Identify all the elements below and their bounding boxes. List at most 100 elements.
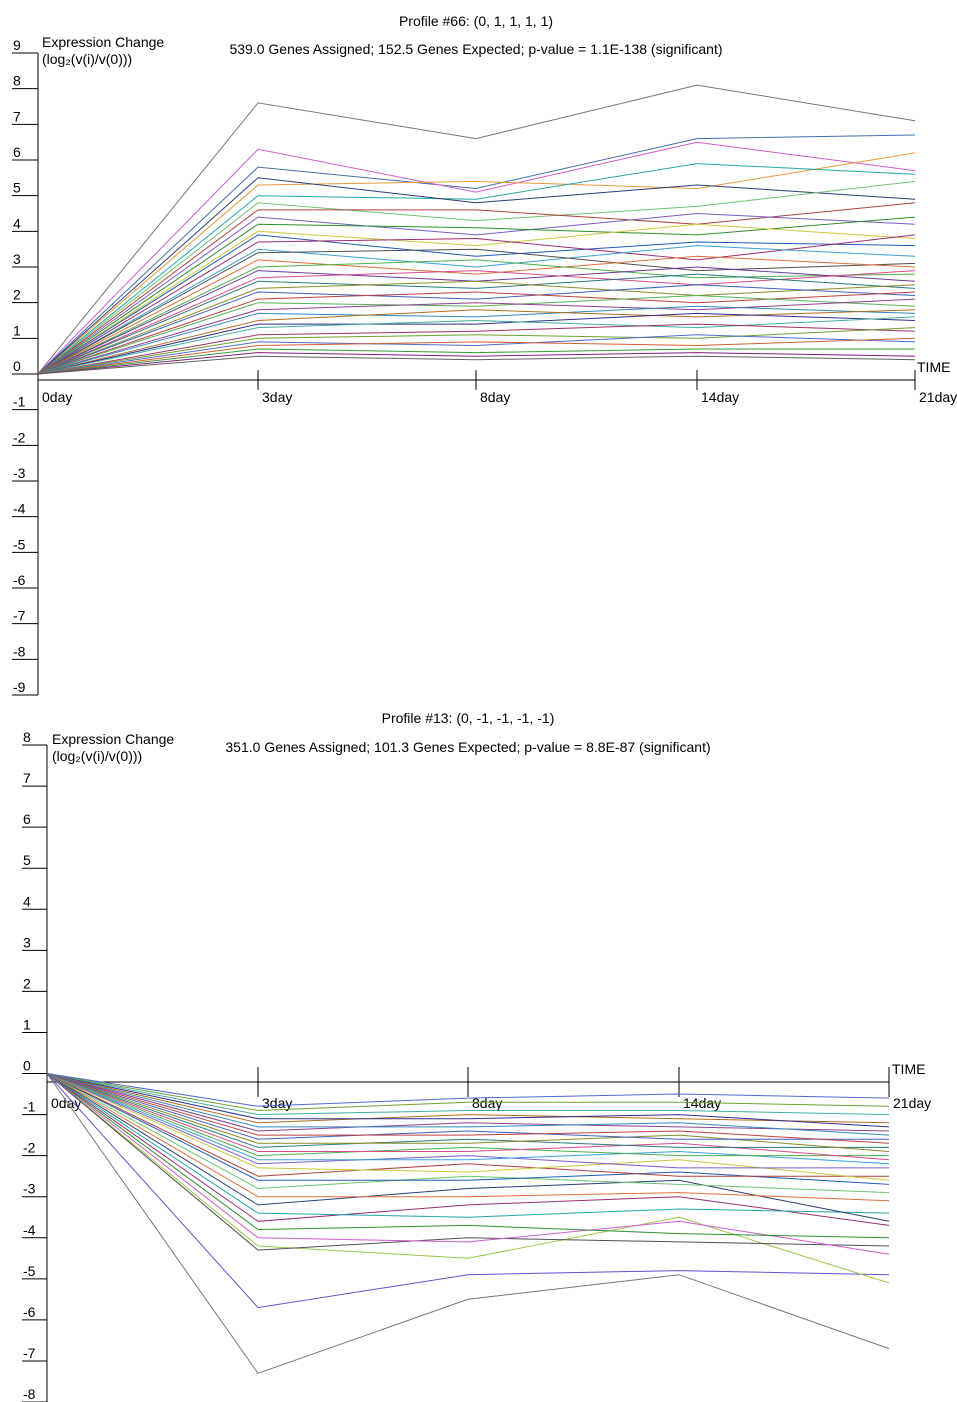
- series-line: [37, 348, 915, 375]
- series-line: [37, 270, 916, 375]
- series-line: [46, 1073, 890, 1251]
- series-line: [37, 163, 916, 375]
- y-tick-label: 4: [23, 893, 31, 909]
- y-axis-label-sub: (log₂(v(i)/v(0))): [42, 51, 132, 67]
- series-line: [46, 1073, 890, 1226]
- x-axis-label: TIME: [917, 359, 950, 375]
- series-line: [37, 234, 916, 375]
- series-line: [37, 305, 916, 375]
- series-line: [37, 248, 916, 375]
- series-line: [46, 1073, 890, 1218]
- chart-title: Profile #13: (0, -1, -1, -1, -1): [382, 710, 555, 726]
- chart-title: Profile #66: (0, 1, 1, 1, 1): [399, 13, 553, 29]
- y-tick-label: -6: [13, 572, 26, 588]
- y-axis-label: Expression Change: [42, 34, 164, 50]
- series-line: [46, 1073, 890, 1136]
- y-tick-label: 9: [13, 37, 21, 53]
- x-tick-label: 21day: [893, 1095, 931, 1111]
- series-line: [37, 298, 916, 375]
- series-line: [46, 1073, 890, 1152]
- series-line: [37, 152, 916, 375]
- series-line: [37, 84, 916, 375]
- y-tick-label: -2: [13, 429, 26, 445]
- series-line: [46, 1073, 890, 1107]
- series-line: [46, 1073, 889, 1169]
- x-tick-label: 14day: [701, 389, 739, 405]
- y-ticks: -9 -8 -7 -6 -5 -4 -3 -2 -1 0 1 2 3 4 5 6 7 8 9: [12, 37, 39, 696]
- y-tick-label: 6: [23, 811, 31, 827]
- series-line: [46, 1073, 890, 1284]
- series-line: [46, 1073, 890, 1124]
- series-line: [37, 273, 916, 375]
- y-tick-label: -7: [13, 608, 26, 624]
- y-tick-label: 7: [13, 108, 21, 124]
- series-line: [37, 223, 916, 375]
- y-tick-label: -8: [23, 1386, 36, 1402]
- series-line: [46, 1073, 890, 1128]
- y-tick-label: -9: [13, 679, 26, 695]
- series-line: [46, 1073, 890, 1194]
- series-line: [37, 337, 916, 375]
- y-tick-label: 0: [23, 1058, 31, 1074]
- y-tick-label: -4: [23, 1222, 36, 1238]
- y-tick-label: -5: [23, 1263, 36, 1279]
- series-group: [37, 84, 916, 375]
- x-tick-label: 0day: [42, 389, 72, 405]
- profile-66-chart: Profile #66: (0, 1, 1, 1, 1) 539.0 Genes…: [12, 13, 957, 696]
- y-tick-label: -3: [13, 465, 26, 481]
- y-tick-label: 3: [23, 934, 31, 950]
- x-tick-label: 0day: [51, 1095, 81, 1111]
- series-line: [46, 1073, 890, 1116]
- series-line: [46, 1073, 889, 1148]
- series-line: [37, 352, 916, 375]
- series-line: [37, 355, 916, 375]
- series-line: [37, 180, 916, 375]
- series-line: [37, 334, 916, 375]
- y-tick-label: 3: [13, 251, 21, 267]
- y-tick-label: 2: [23, 975, 31, 991]
- y-tick-label: 8: [13, 73, 21, 89]
- series-line: [37, 134, 916, 375]
- series-line: [46, 1073, 889, 1140]
- y-ticks: -8 -7 -6 -5 -4 -3 -2 -1 0 1 2 3 4 5 6 7 8: [22, 729, 48, 1402]
- series-line: [46, 1073, 890, 1255]
- y-tick-label: -1: [23, 1099, 36, 1115]
- series-line: [37, 280, 916, 375]
- y-axis-label-sub: (log₂(v(i)/v(0))): [52, 748, 142, 764]
- x-tick-label: 21day: [919, 389, 957, 405]
- x-axis: 0day 3day 8day 14day 21day: [38, 370, 957, 405]
- y-tick-label: -6: [23, 1304, 36, 1320]
- series-line: [37, 312, 916, 375]
- x-tick-label: 8day: [472, 1095, 502, 1111]
- y-tick-label: 1: [23, 1016, 31, 1032]
- series-line: [46, 1073, 890, 1112]
- y-tick-label: 8: [23, 729, 31, 745]
- chart-subtitle: 539.0 Genes Assigned; 152.5 Genes Expect…: [229, 41, 722, 57]
- series-line: [46, 1073, 890, 1161]
- series-group: [46, 1073, 890, 1374]
- series-line: [46, 1073, 890, 1202]
- y-tick-label: -7: [23, 1345, 36, 1361]
- series-line: [46, 1073, 890, 1144]
- series-line: [37, 234, 916, 375]
- y-tick-label: -8: [13, 643, 26, 659]
- series-line: [46, 1073, 889, 1157]
- y-tick-label: 4: [13, 215, 21, 231]
- y-tick-label: -4: [13, 501, 26, 517]
- y-tick-label: -5: [13, 536, 26, 552]
- y-tick-label: 0: [13, 358, 21, 374]
- series-line: [37, 294, 916, 375]
- y-tick-label: -3: [23, 1181, 36, 1197]
- series-line: [46, 1073, 890, 1239]
- y-tick-label: 5: [13, 180, 21, 196]
- y-tick-label: 6: [13, 144, 21, 160]
- y-tick-label: 7: [23, 770, 31, 786]
- series-line: [37, 212, 916, 375]
- y-tick-label: -2: [23, 1140, 36, 1156]
- series-line: [37, 309, 916, 375]
- series-line: [46, 1073, 890, 1181]
- series-line: [46, 1073, 889, 1177]
- series-line: [37, 255, 916, 375]
- series-line: [37, 284, 916, 375]
